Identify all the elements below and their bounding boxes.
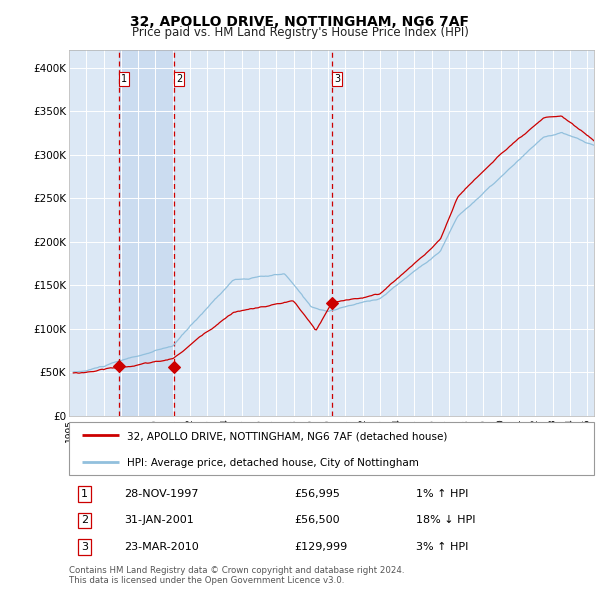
Text: 1% ↑ HPI: 1% ↑ HPI — [415, 489, 468, 499]
Text: £56,995: £56,995 — [295, 489, 341, 499]
Text: £129,999: £129,999 — [295, 542, 348, 552]
Text: 3% ↑ HPI: 3% ↑ HPI — [415, 542, 468, 552]
Text: 3: 3 — [81, 542, 88, 552]
Text: 3: 3 — [334, 74, 340, 84]
Text: 31-JAN-2001: 31-JAN-2001 — [124, 516, 194, 525]
Point — [169, 362, 179, 372]
Text: 2: 2 — [81, 516, 88, 525]
Text: 2: 2 — [176, 74, 182, 84]
Text: 18% ↓ HPI: 18% ↓ HPI — [415, 516, 475, 525]
Text: 1: 1 — [121, 74, 127, 84]
Text: Price paid vs. HM Land Registry's House Price Index (HPI): Price paid vs. HM Land Registry's House … — [131, 26, 469, 39]
Text: Contains HM Land Registry data © Crown copyright and database right 2024.: Contains HM Land Registry data © Crown c… — [69, 566, 404, 575]
Text: 32, APOLLO DRIVE, NOTTINGHAM, NG6 7AF (detached house): 32, APOLLO DRIVE, NOTTINGHAM, NG6 7AF (d… — [127, 431, 447, 441]
Text: £56,500: £56,500 — [295, 516, 340, 525]
Point — [327, 298, 337, 307]
Text: 32, APOLLO DRIVE, NOTTINGHAM, NG6 7AF: 32, APOLLO DRIVE, NOTTINGHAM, NG6 7AF — [131, 15, 470, 29]
Text: 28-NOV-1997: 28-NOV-1997 — [124, 489, 199, 499]
FancyBboxPatch shape — [69, 422, 594, 475]
Point — [115, 362, 124, 371]
Text: 23-MAR-2010: 23-MAR-2010 — [124, 542, 199, 552]
Bar — [119, 50, 174, 416]
Text: This data is licensed under the Open Government Licence v3.0.: This data is licensed under the Open Gov… — [69, 576, 344, 585]
Text: 1: 1 — [81, 489, 88, 499]
Text: HPI: Average price, detached house, City of Nottingham: HPI: Average price, detached house, City… — [127, 458, 419, 468]
